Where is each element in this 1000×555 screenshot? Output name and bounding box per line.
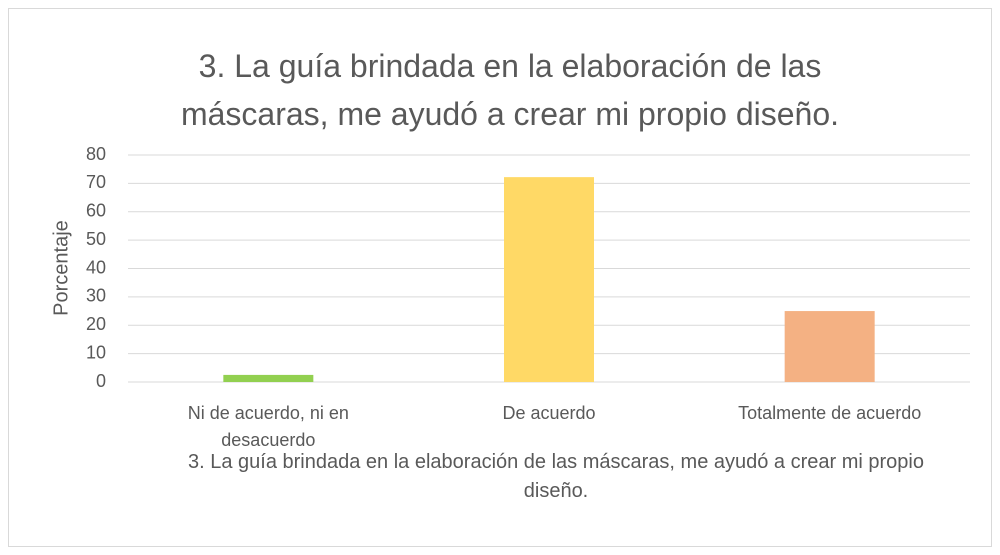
y-tick-label: 30	[86, 286, 106, 306]
y-axis-label: Porcentaje	[50, 220, 72, 316]
x-axis-label: 3. La guía brindada en la elaboración de…	[188, 451, 924, 502]
bar	[223, 374, 314, 382]
x-tick-label: Totalmente de acuerdo	[738, 403, 922, 423]
y-tick-label: 80	[86, 144, 106, 164]
chart-border	[8, 8, 992, 547]
bar	[784, 311, 875, 382]
y-tick-label: 50	[86, 229, 106, 249]
y-tick-label: 60	[86, 201, 106, 221]
y-tick-label: 0	[96, 371, 106, 391]
x-tick-label: De acuerdo	[502, 403, 596, 423]
y-tick-label: 20	[86, 314, 106, 334]
chart-title: 3. La guía brindada en la elaboración de…	[180, 48, 840, 132]
y-tick-label: 40	[86, 257, 106, 277]
y-tick-label: 10	[86, 342, 106, 362]
y-tick-label: 70	[86, 172, 106, 192]
bar	[504, 177, 594, 382]
x-tick-label: Ni de acuerdo, ni en desacuerdo	[187, 403, 349, 450]
